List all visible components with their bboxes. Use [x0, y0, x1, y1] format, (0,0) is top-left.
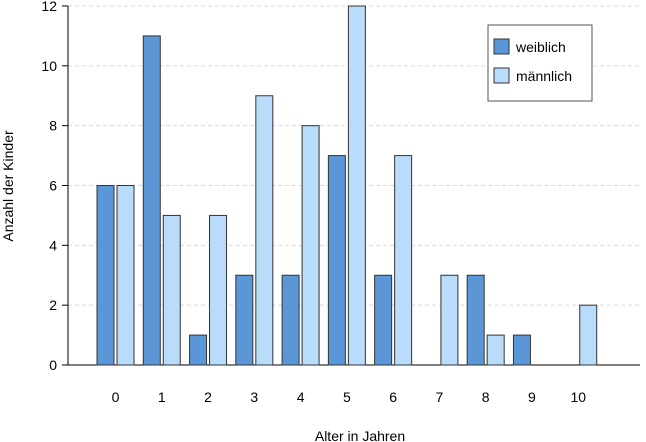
bar-männlich-7 [440, 274, 459, 366]
bar-weiblich-0 [96, 185, 115, 366]
bar-weiblich-9 [512, 334, 531, 366]
legend-swatch-weiblich [493, 38, 510, 55]
x-axis-title: Alter in Jahren [315, 428, 405, 442]
y-tick-label: 8 [49, 118, 57, 134]
x-tick-label: 0 [112, 389, 120, 405]
x-tick-label: 7 [436, 389, 444, 405]
bar-männlich-8 [486, 334, 505, 366]
y-tick-label: 6 [49, 178, 57, 194]
x-tick-label: 2 [204, 389, 212, 405]
bar-weiblich-1 [142, 35, 161, 366]
x-tick-label: 9 [528, 389, 536, 405]
bar-männlich-0 [116, 185, 135, 366]
legend-swatch-maennlich [493, 67, 510, 84]
bar-männlich-5 [347, 5, 366, 366]
bar-männlich-6 [394, 155, 413, 366]
y-tick-label: 4 [49, 237, 57, 253]
y-tick-label: 2 [49, 297, 57, 313]
y-tick-label: 12 [41, 0, 57, 14]
legend-box [487, 24, 593, 102]
legend-label-weiblich: weiblich [515, 39, 566, 55]
y-tick-label: 10 [41, 58, 57, 74]
x-tick-label: 4 [297, 389, 305, 405]
x-tick-label: 10 [570, 389, 586, 405]
x-tick-label: 8 [482, 389, 490, 405]
bar-weiblich-4 [281, 274, 300, 366]
y-axis-title: Anzahl der Kinder [0, 130, 16, 242]
bar-männlich-10 [579, 304, 598, 366]
bar-männlich-2 [209, 214, 228, 366]
y-axis-ticks: 0 2 4 6 8 10 12 [41, 0, 68, 373]
bar-weiblich-6 [374, 274, 393, 366]
bar-weiblich-2 [189, 334, 208, 366]
x-axis-ticks: 0 1 2 3 4 5 6 7 8 9 10 [112, 389, 587, 405]
x-tick-label: 1 [158, 389, 166, 405]
bar-weiblich-8 [466, 274, 485, 366]
x-tick-label: 5 [343, 389, 351, 405]
legend: weiblich männlich [487, 24, 593, 102]
bar-weiblich-3 [235, 274, 254, 366]
x-tick-label: 3 [250, 389, 258, 405]
x-tick-label: 6 [389, 389, 397, 405]
bar-männlich-3 [255, 95, 274, 366]
bar-weiblich-5 [327, 155, 346, 366]
bar-männlich-4 [301, 125, 320, 366]
bars [96, 5, 598, 366]
bar-männlich-1 [162, 214, 181, 366]
y-tick-label: 0 [49, 357, 57, 373]
legend-label-maennlich: männlich [516, 68, 572, 84]
